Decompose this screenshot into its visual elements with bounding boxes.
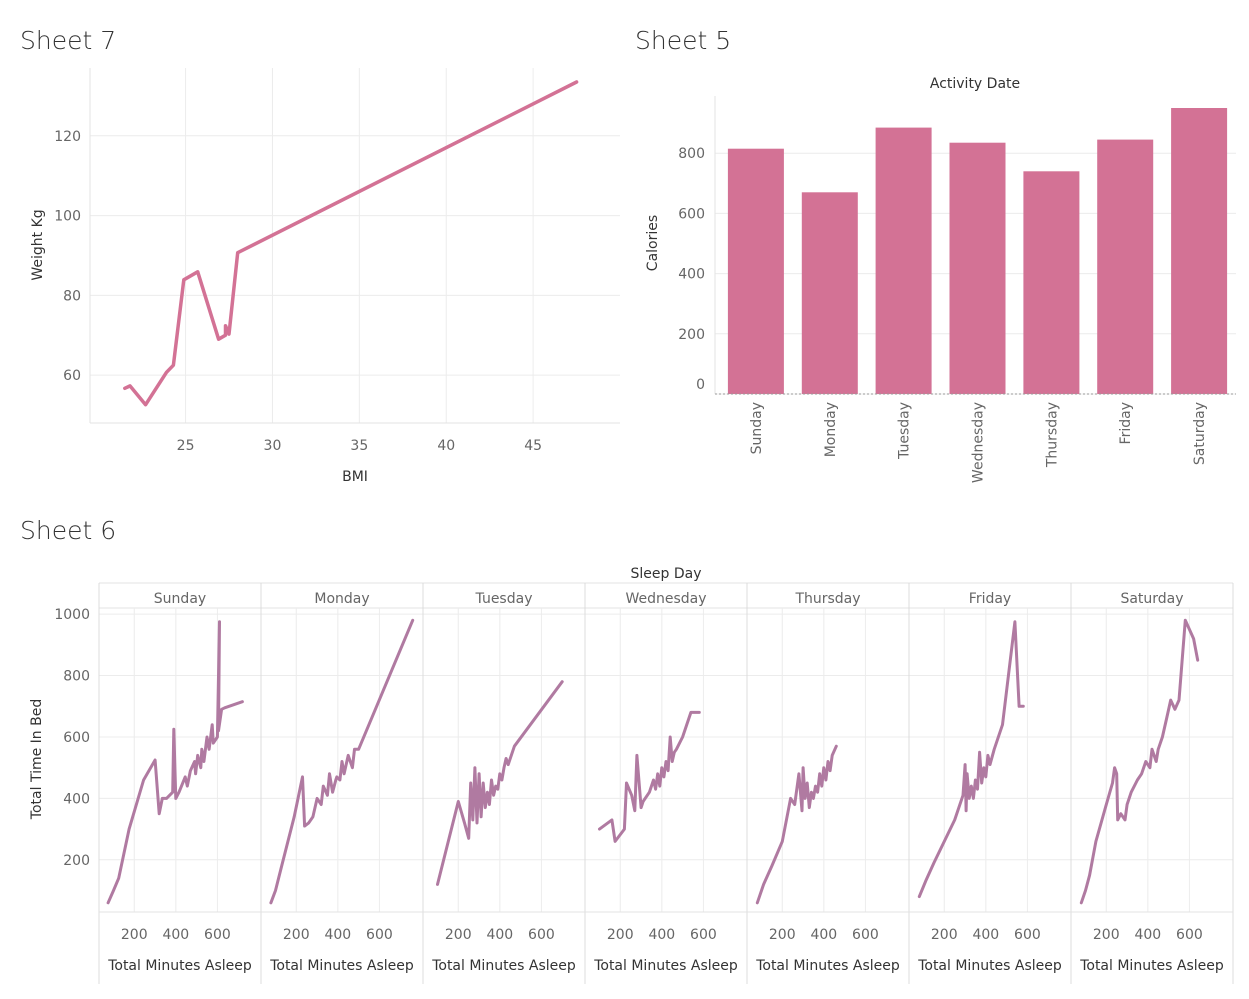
sheet6-x-axis-title: Total Minutes Asleep xyxy=(107,958,252,974)
sheet5-bar-monday xyxy=(801,192,858,394)
sheet5-x-tick-label: Monday xyxy=(823,402,839,457)
sheet5-x-tick-label: Tuesday xyxy=(897,402,913,460)
sheet6-x-tick-label: 200 xyxy=(445,927,472,943)
sheet6-panel-header: Friday xyxy=(969,591,1011,607)
sheet7-x-axis-title: BMI xyxy=(342,469,368,485)
sheet6-x-tick-label: 400 xyxy=(648,927,675,943)
sheet6-chart-title: Sleep Day xyxy=(631,566,702,582)
sheet5-bar-sunday xyxy=(727,148,784,394)
sheet6-x-tick-label: 400 xyxy=(972,927,999,943)
sheet7-x-tick-label: 45 xyxy=(524,438,542,454)
sheet6-x-tick-label: 200 xyxy=(769,927,796,943)
sheet5-bar-tuesday xyxy=(875,127,932,394)
sheet7-x-tick-label: 35 xyxy=(350,438,368,454)
sheet5-bar-thursday xyxy=(1023,171,1080,394)
sheet5-x-tick-label: Thursday xyxy=(1044,402,1060,468)
sheet6-x-tick-label: 600 xyxy=(690,927,717,943)
sheet5-x-tick-label: Sunday xyxy=(749,402,765,454)
sheet6-x-axis-title: Total Minutes Asleep xyxy=(269,958,414,974)
sheet5-y-tick-label: 200 xyxy=(678,327,705,343)
sheet7-y-tick-label: 100 xyxy=(54,209,81,225)
sheet6-series-line-wednesday xyxy=(598,710,701,843)
sheet5-x-tick-label: Friday xyxy=(1118,402,1134,444)
sheet6-x-tick-label: 200 xyxy=(121,927,148,943)
sheet6-series-line-friday xyxy=(917,620,1025,899)
sheet6-x-tick-label: 400 xyxy=(162,927,189,943)
sheet6-panel-header: Saturday xyxy=(1120,591,1183,607)
sheet6-y-axis-title: Total Time In Bed xyxy=(29,699,45,820)
sheet5-bar-saturday xyxy=(1171,108,1228,394)
sheet6-title: Sheet 6 xyxy=(20,516,117,545)
sheet6-x-tick-label: 600 xyxy=(204,927,231,943)
sheet5-title: Sheet 5 xyxy=(635,26,732,55)
sheet6-x-tick-label: 400 xyxy=(810,927,837,943)
sheet7-y-tick-label: 120 xyxy=(54,129,81,145)
sheet5-bar-friday xyxy=(1097,139,1154,394)
sheet6-x-axis-title: Total Minutes Asleep xyxy=(1079,958,1224,974)
sheet5-x-tick-label: Wednesday xyxy=(971,402,987,483)
sheet6-x-tick-label: 600 xyxy=(852,927,879,943)
sheet5-y-tick-label: 800 xyxy=(678,146,705,162)
sheet6-y-tick-label: 200 xyxy=(63,853,90,869)
sheet6-x-axis-title: Total Minutes Asleep xyxy=(755,958,900,974)
sheet6-panel-header: Thursday xyxy=(794,591,860,607)
sheet6-y-tick-label: 600 xyxy=(63,730,90,746)
sheet7-series-line xyxy=(123,80,579,407)
sheet6-series-line-sunday xyxy=(106,620,244,905)
sheet6-x-tick-label: 200 xyxy=(283,927,310,943)
sheet6-y-tick-label: 1000 xyxy=(54,607,90,623)
sheet6-x-tick-label: 200 xyxy=(1093,927,1120,943)
sheet6-series-line-monday xyxy=(269,618,415,905)
sheet6-x-axis-title: Total Minutes Asleep xyxy=(917,958,1062,974)
sheet6-x-tick-label: 600 xyxy=(366,927,393,943)
sheet6-panel-header: Monday xyxy=(314,591,369,607)
sheet6-x-axis-title: Total Minutes Asleep xyxy=(431,958,576,974)
sheet6-y-tick-label: 800 xyxy=(63,669,90,685)
sheet6-x-tick-label: 400 xyxy=(486,927,513,943)
sheet6-x-axis-title: Total Minutes Asleep xyxy=(593,958,738,974)
sheet5-chart-title: Activity Date xyxy=(930,76,1020,92)
sheet5-x-tick-label: Saturday xyxy=(1192,402,1208,465)
sheet7-x-tick-label: 30 xyxy=(264,438,282,454)
sheet5-y-axis-title: Calories xyxy=(645,215,661,271)
sheet7-x-tick-label: 25 xyxy=(177,438,195,454)
sheet6-y-tick-label: 400 xyxy=(63,791,90,807)
sheet6-x-tick-label: 400 xyxy=(1134,927,1161,943)
sheet6-x-tick-label: 600 xyxy=(1014,927,1041,943)
sheet6-panel-header: Wednesday xyxy=(625,591,706,607)
sheet6-x-tick-label: 200 xyxy=(607,927,634,943)
sheet6-series-line-thursday xyxy=(755,744,838,905)
sheet7-y-tick-label: 80 xyxy=(63,288,81,304)
sheet6-x-tick-label: 600 xyxy=(528,927,555,943)
sheet5-y-tick-label: 400 xyxy=(678,267,705,283)
sheet7-y-axis-title: Weight Kg xyxy=(30,209,46,280)
sheet6-x-tick-label: 400 xyxy=(324,927,351,943)
sheet7-x-tick-label: 40 xyxy=(437,438,455,454)
sheet6-x-tick-label: 200 xyxy=(931,927,958,943)
sheet5-y-tick-label: 0 xyxy=(696,377,705,393)
sheet6-x-tick-label: 600 xyxy=(1176,927,1203,943)
sheet5-bar-wednesday xyxy=(949,142,1006,394)
sheet7-y-tick-label: 60 xyxy=(63,368,81,384)
sheet5-y-tick-label: 600 xyxy=(678,206,705,222)
sheet6-series-line-tuesday xyxy=(436,680,564,886)
sheet6-panel-header: Tuesday xyxy=(475,591,533,607)
sheet6-series-line-saturday xyxy=(1079,618,1200,905)
sheet6-panel-header: Sunday xyxy=(154,591,206,607)
sheet7-title: Sheet 7 xyxy=(20,26,117,55)
